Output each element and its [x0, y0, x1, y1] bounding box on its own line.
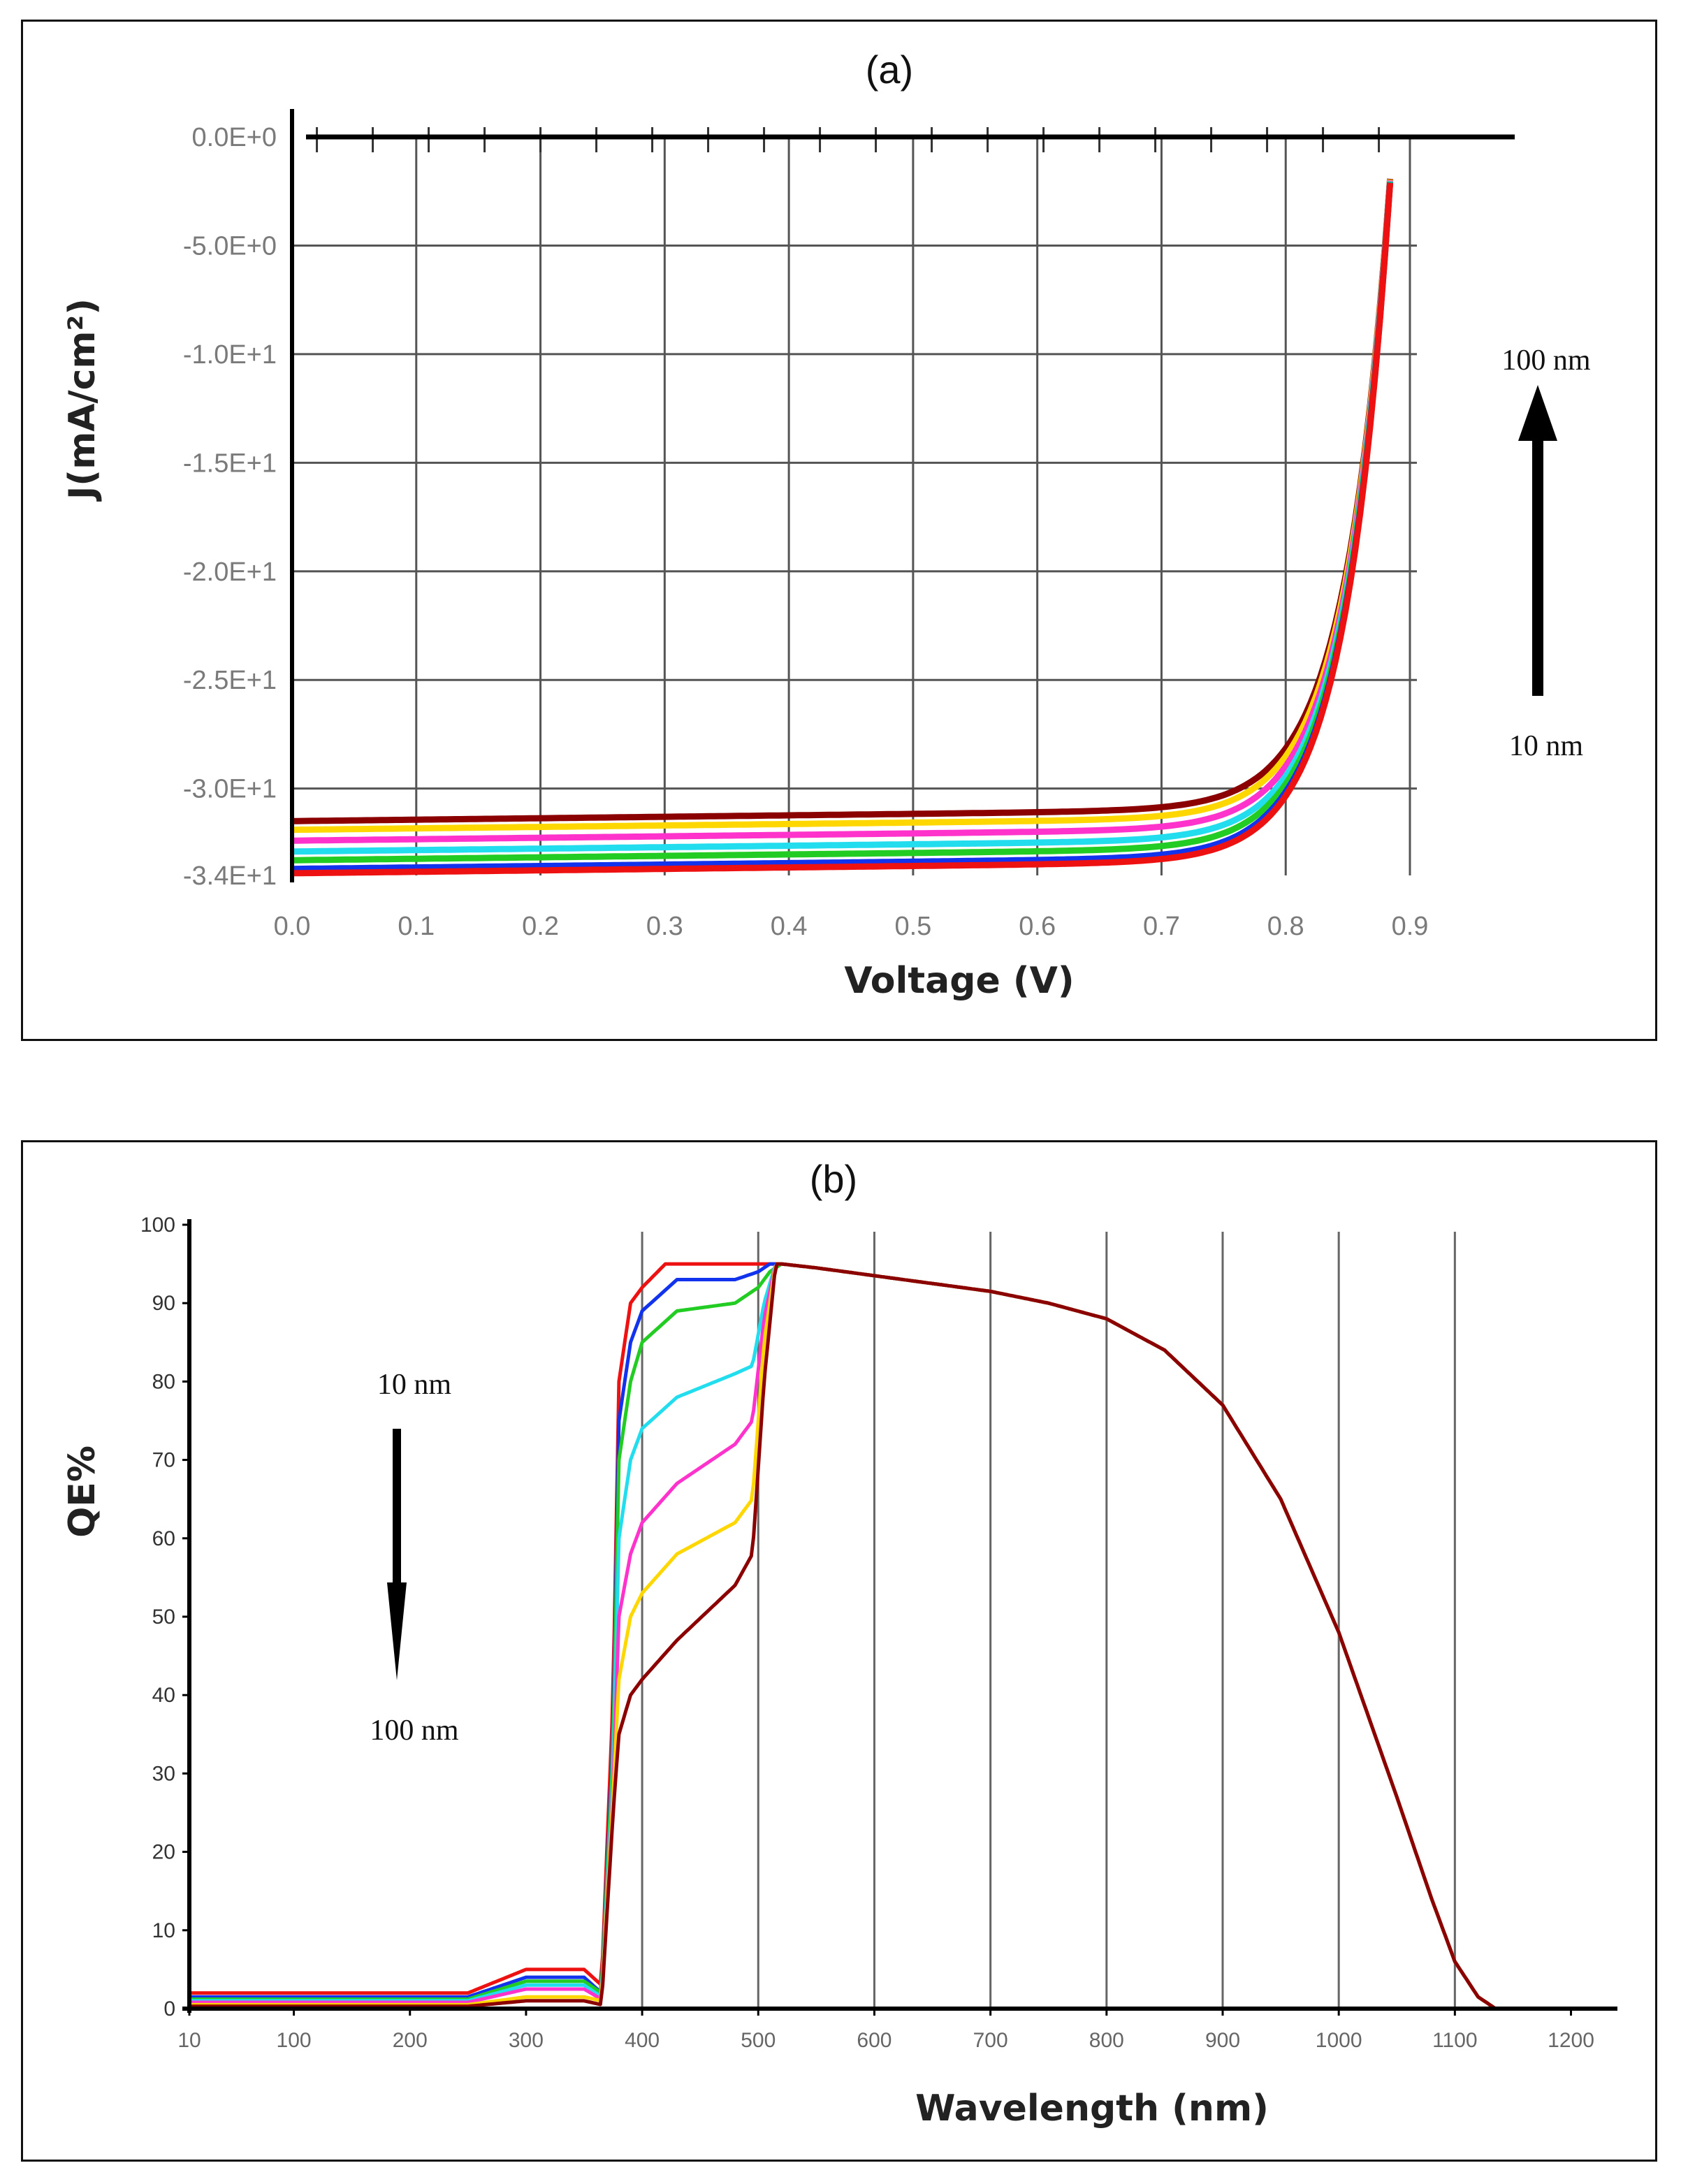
x-tick-label: 100 [277, 2029, 312, 2052]
y-tick-label: -1.5E+1 [183, 449, 277, 478]
x-tick-label: 1100 [1432, 2029, 1478, 2052]
x-tick-label: 600 [857, 2029, 892, 2052]
y-tick-label: 100 [140, 1214, 175, 1237]
y-tick-label: -3.0E+1 [183, 775, 277, 804]
series-line-100-nm [291, 178, 1394, 824]
x-tick-label: 0.2 [522, 912, 559, 941]
y-tick-label: 10 [152, 1919, 175, 1942]
y-tick-labels-b: 0 10 20 30 40 50 60 70 80 90 100 [140, 1214, 175, 2021]
y-tick-label: 80 [152, 1370, 175, 1393]
y-tick-label: 90 [152, 1292, 175, 1315]
x-tick-label: 900 [1205, 2029, 1240, 2052]
x-tick-label: 700 [973, 2029, 1008, 2052]
x-axis-label-b: Wavelength (nm) [915, 2088, 1269, 2130]
arrow-down-icon [387, 1582, 407, 1680]
y-tick-label: 0 [163, 1997, 175, 2021]
series-line-50-nm [291, 181, 1394, 855]
x-tick-label: 0.6 [1019, 912, 1056, 941]
x-tick-label: 0.8 [1267, 912, 1304, 941]
axes-a [290, 109, 1515, 882]
series-line-10-nm [291, 182, 1394, 877]
series-line-90-nm [291, 179, 1394, 833]
series-group-a [291, 178, 1394, 877]
annotation-bottom-b: 100 nm [370, 1715, 459, 1747]
x-tick-label: 0.7 [1143, 912, 1180, 941]
y-tick-label: 0.0E+0 [192, 123, 277, 152]
arrow-head-up-icon [1518, 385, 1557, 441]
y-tick-label: -5.0E+0 [183, 231, 277, 261]
series-line-70-nm [291, 180, 1394, 844]
x-tick-label: 0.4 [771, 912, 808, 941]
x-tick-label: 0.0 [274, 912, 311, 941]
x-tick-label: 0.5 [894, 912, 931, 941]
y-tick-label: 20 [152, 1841, 175, 1864]
panel-a-chart: (a) 0.0E+0 -5.0E+0 -1.0E+1 -1.5E+1 -2.0E+1 -2… [21, 20, 1657, 1041]
y-tick-label: 70 [152, 1449, 175, 1472]
x-tick-label: 0.9 [1392, 912, 1429, 941]
chart-title-a: (a) [866, 48, 913, 92]
y-axis-label-a: J(mA/cm²) [61, 298, 103, 502]
x-tick-label: 0.3 [646, 912, 683, 941]
axes-b [182, 1219, 1617, 2016]
x-tick-label: 1200 [1548, 2029, 1594, 2052]
thickness-annotation-a: 100 nm 10 nm [1501, 344, 1591, 762]
annotation-bottom-a: 10 nm [1509, 730, 1584, 762]
annotation-top-b: 10 nm [377, 1369, 452, 1401]
x-tick-label: 0.1 [398, 912, 435, 941]
series-line-20-nm [291, 182, 1394, 873]
x-tick-label: 10 [177, 2029, 201, 2052]
x-tick-label: 1000 [1316, 2029, 1362, 2052]
series-line-100-nm [189, 1262, 1496, 2009]
y-tick-label: 60 [152, 1527, 175, 1550]
y-tick-label: 30 [152, 1762, 175, 1785]
grid-a [292, 127, 1417, 875]
y-tick-label: 40 [152, 1684, 175, 1707]
x-tick-labels-b: 10 100 200 300 400 500 600 700 800 900 1000 1100 120… [177, 2029, 1594, 2052]
jv-chart: (a) 0.0E+0 -5.0E+0 -1.0E+1 -1.5E+1 -2.0E+1 -2… [61, 48, 1591, 1002]
x-tick-label: 200 [393, 2029, 428, 2052]
x-tick-label: 500 [741, 2029, 776, 2052]
series-line-30-nm [292, 182, 1394, 864]
x-tick-label: 800 [1089, 2029, 1124, 2052]
y-tick-label: -2.0E+1 [183, 558, 277, 587]
y-tick-labels-a: 0.0E+0 -5.0E+0 -1.0E+1 -1.5E+1 -2.0E+1 -2.5E+… [183, 123, 277, 891]
panel-b-chart: (b) 0 10 20 30 40 50 60 70 80 90 100 10 100 200 300 40… [21, 1140, 1657, 2162]
x-tick-labels-a: 0.0 0.1 0.2 0.3 0.4 0.5 0.6 0.7 0.8 0.9 [274, 912, 1429, 941]
x-axis-label-a: Voltage (V) [844, 960, 1074, 1002]
chart-title-b: (b) [810, 1157, 857, 1201]
y-tick-label: -3.4E+1 [183, 861, 277, 891]
y-tick-label: -1.0E+1 [183, 340, 277, 370]
series-group-b [189, 1262, 1496, 2009]
annotation-top-a: 100 nm [1501, 344, 1591, 377]
thickness-annotation-b: 10 nm 100 nm [370, 1369, 459, 1747]
y-axis-label-b: QE% [61, 1446, 103, 1538]
x-tick-label: 300 [509, 2029, 544, 2052]
y-tick-label: 50 [152, 1606, 175, 1629]
x-tick-label: 400 [625, 2029, 660, 2052]
y-tick-label: -2.5E+1 [183, 666, 277, 695]
